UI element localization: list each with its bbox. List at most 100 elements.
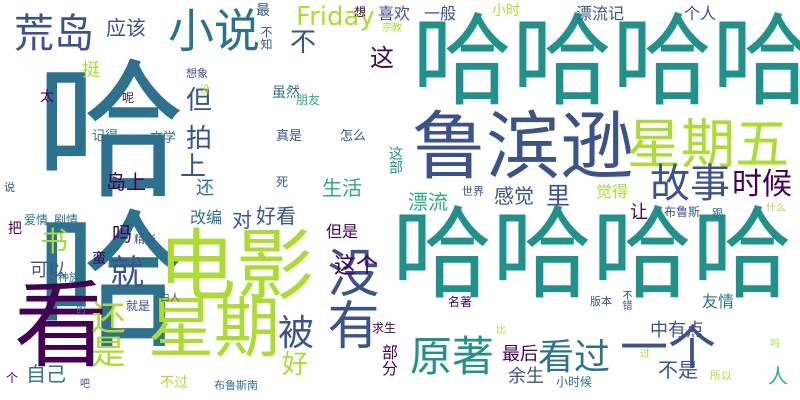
word-xiangxiang: 想象 (186, 67, 208, 80)
word-bufen: 部分 (379, 344, 398, 376)
word-buguo: 不过 (160, 375, 188, 391)
word-jiu: 就 (110, 253, 144, 293)
word-haishi: 还是 (85, 300, 125, 368)
word-haokan: 好看 (256, 204, 296, 228)
word-xiaoshuo: 小说 (168, 4, 260, 58)
word-ge: 个 (6, 371, 19, 385)
word-yige: 一个 (620, 320, 717, 376)
word-suoyi: 所以 (710, 369, 732, 382)
word-shang: 上 (180, 152, 207, 182)
word-daoshang: 岛上 (106, 170, 146, 194)
word-jiushi: 就是 (126, 299, 151, 313)
word-jide: 记得 (92, 129, 119, 144)
word-ting: 挺 (82, 60, 100, 81)
word-suiran: 虽然 (272, 85, 300, 101)
word-man: 蛮 (92, 251, 106, 267)
word-zongjiao: 宗教 (382, 23, 402, 34)
word-zui: 最 (256, 3, 270, 19)
word-rang: 让 (630, 202, 648, 223)
word-ba-small: 吧 (80, 379, 90, 390)
word-juede: 觉得 (596, 182, 629, 201)
word-shenghuo: 生活 (322, 176, 362, 200)
word-zuihou: 最后 (502, 344, 538, 365)
word-lubinxun: 鲁滨逊 (412, 104, 634, 190)
word-yiban: 一般 (424, 4, 457, 23)
word-ne: 呢 (122, 91, 135, 105)
word-danshi: 但是 (326, 222, 359, 241)
word-zhongyoudian: 中有点 (650, 320, 704, 341)
word-xiang: 想 (354, 5, 367, 19)
word-qiusheng: 求生 (372, 321, 397, 335)
word-ma-right: 吗 (770, 339, 780, 350)
word-xiaoshi: 小时 (492, 3, 520, 19)
word-ganjue: 感觉 (494, 184, 534, 208)
word-hai: 还 (196, 178, 214, 199)
word-pai: 拍 (186, 124, 213, 154)
word-gaibian: 改编 (190, 208, 223, 227)
word-xihuan: 喜欢 (378, 4, 411, 23)
word-bu: 不 (290, 28, 317, 58)
word-banben: 版本 (590, 295, 612, 308)
word-zhebu: 这部 (387, 146, 403, 174)
word-buzhi: 不知 (259, 26, 273, 50)
word-pengyou: 朋友 (296, 93, 321, 107)
word-guo: 过 (640, 349, 650, 360)
word-yinggai: 应该 (106, 16, 146, 40)
word-shijie: 世界 (462, 185, 484, 198)
word-yusheng: 余生 (508, 366, 544, 387)
word-hao: 好 (282, 350, 309, 380)
word-bucuo: 不错 (620, 290, 631, 310)
word-hahaha-vertical: 哈哈 (10, 52, 184, 352)
word-piaoliu: 漂流 (408, 190, 448, 214)
word-li: 里 (546, 182, 570, 210)
word-xingqiwu: 星期五 (627, 113, 789, 176)
word-bulusinan: 布鲁斯南 (214, 379, 258, 392)
word-ma-left: 吗 (112, 222, 132, 246)
word-gen: 跟 (712, 207, 723, 220)
word-zhe: 这 (370, 44, 394, 72)
word-ren: 人 (768, 364, 788, 388)
word-meiyou: 没有 (318, 246, 378, 350)
word-tai: 太 (40, 89, 54, 105)
word-kan: 看 (14, 272, 109, 381)
word-dianying: 电影 (158, 222, 315, 312)
word-juqing: 剧情 (54, 213, 79, 227)
word-hahahaha-bottom: 哈哈哈哈 (392, 196, 792, 313)
word-shihou: 时候 (732, 167, 792, 202)
word-kanguo: 看过 (538, 337, 611, 378)
word-geren: 个人 (684, 4, 717, 23)
word-aiqing: 爱情 (24, 213, 49, 227)
word-shu: 书 (40, 225, 69, 258)
word-youqing: 友情 (702, 292, 735, 311)
word-bushi: 不是 (658, 358, 698, 382)
word-si: 死 (276, 175, 289, 189)
word-huangdao: 荒岛 (14, 11, 94, 57)
word-keyi: 可以 (30, 260, 66, 281)
word-zenme: 怎么 (340, 129, 367, 144)
word-yuanzhu: 原著 (410, 332, 495, 381)
word-ba: 把 (8, 221, 22, 237)
word-mei: 没 (200, 85, 210, 96)
word-wenxue: 文学 (150, 131, 177, 146)
word-xingqi: 星期 (148, 290, 280, 367)
word-zhongzu: 种族 (58, 271, 80, 284)
word-bei: 被 (278, 313, 315, 354)
word-hahahaha-top: 哈哈哈哈 (412, 3, 800, 120)
word-piaoliuji: 漂流记 (576, 4, 625, 23)
word-dui: 对 (232, 208, 252, 232)
word-shenme: 什么 (766, 203, 786, 214)
word-bulusi: 布鲁斯 (664, 205, 701, 219)
word-bi: 比 (496, 325, 506, 336)
word-de: 的 (76, 305, 86, 316)
word-gushi: 故事 (650, 161, 730, 207)
word-dan: 但 (186, 86, 213, 116)
word-bairen: 白人 (160, 293, 180, 304)
word-jingcai: 精彩 (134, 233, 156, 246)
word-zhege: 这个 (334, 254, 379, 279)
word-friday-large: Friday (296, 2, 375, 32)
word-ziji: 自己 (26, 362, 66, 386)
word-zhenshi: 真是 (276, 129, 303, 144)
word-shuo: 说 (4, 181, 15, 194)
word-mingzhu: 名著 (448, 295, 473, 309)
